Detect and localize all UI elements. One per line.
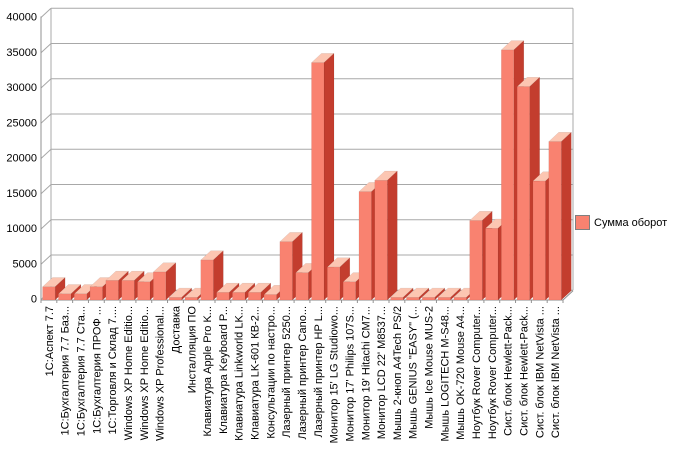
chart-legend[interactable]: Сумма оборот xyxy=(575,215,667,230)
x-axis-label: 1С:Торговля и Склад 7.... xyxy=(107,306,119,435)
legend-label: Сумма оборот xyxy=(594,216,668,229)
x-axis-label: Ноутбук Rover Computer... xyxy=(471,306,483,439)
bar-front-face[interactable] xyxy=(263,294,277,301)
x-axis-label: Ноутбук Rover Computer... xyxy=(487,306,499,439)
bar-front-face[interactable] xyxy=(327,266,341,301)
y-axis-label: 20000 xyxy=(6,153,37,165)
x-axis-label: Инсталляция ПО xyxy=(186,306,198,394)
floor-right-edge xyxy=(562,290,574,301)
x-axis-label: Windows XP Home Editio... xyxy=(139,306,151,440)
y-axis-label: 25000 xyxy=(6,117,37,129)
x-axis-label: Лазерный принтер Cano... xyxy=(297,306,309,440)
bar-front-face[interactable] xyxy=(232,292,246,301)
x-axis-label: Монитор 17' Philips 107S... xyxy=(344,306,356,442)
y-axis-label: 35000 xyxy=(6,47,37,59)
bar-front-face[interactable] xyxy=(516,86,530,301)
x-axis-label: Монитор 19' Hitachi CM7... xyxy=(360,306,372,440)
bar-side-face[interactable] xyxy=(387,170,398,301)
bar-front-face[interactable] xyxy=(437,297,451,301)
x-axis-label: Монитор 15' LG Studiowo... xyxy=(329,306,341,443)
x-axis-label: Клавиатура Linkworld LK... xyxy=(234,306,246,441)
grid-connector-line xyxy=(40,7,52,18)
x-axis-label: Сист. блок Hewlett-Pack... xyxy=(518,306,530,436)
bar-front-face[interactable] xyxy=(58,293,72,301)
legend-swatch-icon xyxy=(575,215,590,230)
x-axis-label: Клавиатура Apple Pro K... xyxy=(202,306,214,437)
x-axis-label: Лазерный принтер HP L... xyxy=(313,306,325,437)
bar-front-face[interactable] xyxy=(548,141,562,301)
bar-front-face[interactable] xyxy=(311,62,325,301)
bar-front-face[interactable] xyxy=(358,191,372,301)
bar-front-face[interactable] xyxy=(216,292,230,301)
bar-side-face[interactable] xyxy=(561,131,572,301)
bar-front-face[interactable] xyxy=(453,297,467,301)
x-axis-label: Доставка xyxy=(170,305,182,353)
bar-front-face[interactable] xyxy=(248,292,261,301)
x-axis-label: Сист. блок IBM NetVista ... xyxy=(550,306,562,438)
x-axis-label: Сист. блок Hewlett-Pack... xyxy=(503,306,515,436)
x-axis-label: Мышь GENIUS "EASY" (... xyxy=(408,306,420,439)
y-axis-label: 30000 xyxy=(6,82,37,94)
x-axis-label: Клавиатура LK-601 КВ-2... xyxy=(250,306,262,440)
x-axis-label: Монитор LCD 22' M8537... xyxy=(376,306,388,439)
x-axis-label: Клавиатура Keyboard P... xyxy=(218,306,230,434)
y-axis-label: 15000 xyxy=(6,188,37,200)
y-axis-label: 0 xyxy=(31,294,37,306)
bar-front-face[interactable] xyxy=(184,297,198,301)
grid-connector-line xyxy=(40,184,52,195)
bar-front-face[interactable] xyxy=(121,280,135,301)
y-axis-label: 40000 xyxy=(6,12,37,24)
bar-front-face[interactable] xyxy=(105,280,119,301)
bar-front-face[interactable] xyxy=(74,293,87,301)
x-axis-label: Сист. блок IBM NetVista ... xyxy=(534,306,546,438)
x-axis-label: 1С:Аспект 7.7 xyxy=(44,306,56,376)
grid-connector-line xyxy=(40,78,52,89)
y-axis-label: 10000 xyxy=(6,223,37,235)
x-axis-label: 1С:Бухгалтерия ПРОФ ... xyxy=(91,306,103,434)
bar-front-face[interactable] xyxy=(200,259,214,301)
bar-front-face[interactable] xyxy=(374,180,388,301)
bar-front-face[interactable] xyxy=(279,241,293,301)
bar-front-face[interactable] xyxy=(390,297,404,301)
grid-connector-line xyxy=(40,43,52,54)
bar-front-face[interactable] xyxy=(532,180,546,301)
bar-front-face[interactable] xyxy=(295,272,309,301)
x-axis-label: Windows XP Home Editio... xyxy=(123,306,135,440)
x-axis-label: Мышь 2-кноп A4Tech PS/2 xyxy=(392,306,404,440)
grid-connector-line xyxy=(40,113,52,124)
x-axis-label: Мышь Ice Mouse MUS-2 xyxy=(424,306,436,429)
x-axis-label: Лазерный принтер 5250... xyxy=(281,306,293,438)
bar-front-face[interactable] xyxy=(342,281,356,301)
bar-front-face[interactable] xyxy=(406,297,420,301)
bar-front-face[interactable] xyxy=(137,281,151,301)
x-axis-label: Консультации по настро... xyxy=(265,306,277,439)
grid-connector-line xyxy=(40,219,52,230)
bar-front-face[interactable] xyxy=(422,297,435,301)
grid-connector-line xyxy=(40,148,52,159)
bar-front-face[interactable] xyxy=(89,286,103,301)
y-axis-label: 5000 xyxy=(13,258,37,270)
x-axis-label: 1С:Бухгалтерия 7.7 Ста... xyxy=(76,306,88,436)
bar-front-face[interactable] xyxy=(501,49,515,301)
grid-connector-line xyxy=(40,254,52,265)
x-axis-label: Windows XP Professional... xyxy=(155,306,167,441)
x-axis-label: 1С:Бухгалтерия 7.7 Баз... xyxy=(60,306,72,435)
bar-front-face[interactable] xyxy=(42,286,56,301)
bar-front-face[interactable] xyxy=(153,271,167,301)
bar-front-face[interactable] xyxy=(485,228,499,301)
x-axis-label: Мышь OK-720 Mouse A4... xyxy=(455,306,467,440)
x-axis-label: Мышь LOGITECH M-S48... xyxy=(439,306,451,442)
bar-front-face[interactable] xyxy=(469,220,483,301)
bar-front-face[interactable] xyxy=(168,297,182,301)
